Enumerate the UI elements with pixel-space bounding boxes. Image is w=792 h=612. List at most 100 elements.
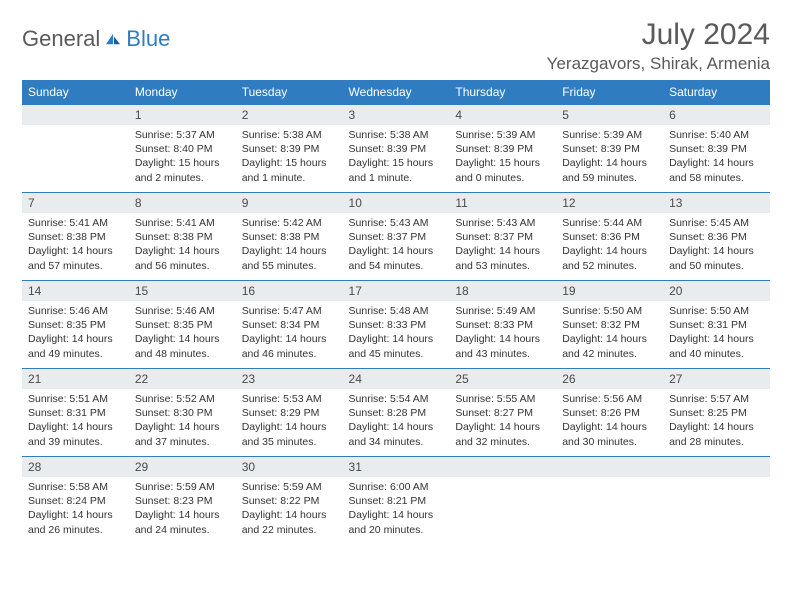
detail-line: Daylight: 14 hours [28,244,123,258]
detail-line: Daylight: 14 hours [562,332,657,346]
detail-line: Daylight: 14 hours [455,420,550,434]
detail-line: Sunset: 8:35 PM [135,318,230,332]
logo-sail-icon [104,32,122,46]
calendar-cell: 14Sunrise: 5:46 AMSunset: 8:35 PMDayligh… [22,281,129,369]
detail-line: Daylight: 15 hours [349,156,444,170]
day-number: 6 [663,105,770,125]
detail-line: Sunset: 8:33 PM [349,318,444,332]
weekday-header: Wednesday [343,80,450,105]
day-number: 30 [236,457,343,477]
calendar-body: 1Sunrise: 5:37 AMSunset: 8:40 PMDaylight… [22,105,770,545]
day-number: 26 [556,369,663,389]
day-details: Sunrise: 6:00 AMSunset: 8:21 PMDaylight:… [343,477,450,543]
day-details: Sunrise: 5:38 AMSunset: 8:39 PMDaylight:… [343,125,450,191]
day-details: Sunrise: 5:45 AMSunset: 8:36 PMDaylight:… [663,213,770,279]
calendar-cell: 24Sunrise: 5:54 AMSunset: 8:28 PMDayligh… [343,369,450,457]
detail-line: Sunrise: 5:51 AM [28,392,123,406]
detail-line: and 40 minutes. [669,347,764,361]
calendar-cell: 10Sunrise: 5:43 AMSunset: 8:37 PMDayligh… [343,193,450,281]
detail-line: and 1 minute. [242,171,337,185]
day-number: 16 [236,281,343,301]
detail-line: Sunrise: 6:00 AM [349,480,444,494]
detail-line: and 1 minute. [349,171,444,185]
logo: General Blue [22,18,170,52]
calendar-cell: 7Sunrise: 5:41 AMSunset: 8:38 PMDaylight… [22,193,129,281]
detail-line: and 45 minutes. [349,347,444,361]
detail-line: Daylight: 14 hours [242,420,337,434]
calendar-cell: 13Sunrise: 5:45 AMSunset: 8:36 PMDayligh… [663,193,770,281]
logo-text-blue: Blue [126,26,170,52]
day-number: 27 [663,369,770,389]
calendar-row: 1Sunrise: 5:37 AMSunset: 8:40 PMDaylight… [22,105,770,193]
detail-line: Sunrise: 5:43 AM [455,216,550,230]
detail-line: Daylight: 15 hours [242,156,337,170]
detail-line: Sunset: 8:33 PM [455,318,550,332]
calendar-row: 14Sunrise: 5:46 AMSunset: 8:35 PMDayligh… [22,281,770,369]
detail-line: Sunrise: 5:55 AM [455,392,550,406]
detail-line: Sunrise: 5:47 AM [242,304,337,318]
detail-line: Sunrise: 5:56 AM [562,392,657,406]
detail-line: Sunrise: 5:54 AM [349,392,444,406]
detail-line: and 59 minutes. [562,171,657,185]
day-number: 1 [129,105,236,125]
day-number: 19 [556,281,663,301]
detail-line: Sunset: 8:39 PM [669,142,764,156]
day-number: 20 [663,281,770,301]
detail-line: and 39 minutes. [28,435,123,449]
detail-line: and 46 minutes. [242,347,337,361]
detail-line: Sunrise: 5:49 AM [455,304,550,318]
day-details: Sunrise: 5:51 AMSunset: 8:31 PMDaylight:… [22,389,129,455]
weekday-header: Monday [129,80,236,105]
detail-line: Daylight: 14 hours [562,156,657,170]
calendar-cell: 2Sunrise: 5:38 AMSunset: 8:39 PMDaylight… [236,105,343,193]
day-number: 13 [663,193,770,213]
calendar-cell: 18Sunrise: 5:49 AMSunset: 8:33 PMDayligh… [449,281,556,369]
calendar-cell: 23Sunrise: 5:53 AMSunset: 8:29 PMDayligh… [236,369,343,457]
detail-line: and 56 minutes. [135,259,230,273]
detail-line: Daylight: 14 hours [349,508,444,522]
detail-line: Sunrise: 5:50 AM [562,304,657,318]
detail-line: Sunset: 8:37 PM [349,230,444,244]
detail-line: Sunrise: 5:59 AM [135,480,230,494]
day-number: 23 [236,369,343,389]
calendar-cell: 25Sunrise: 5:55 AMSunset: 8:27 PMDayligh… [449,369,556,457]
day-number: 2 [236,105,343,125]
detail-line: Sunset: 8:38 PM [28,230,123,244]
detail-line: and 55 minutes. [242,259,337,273]
day-number: 18 [449,281,556,301]
detail-line: Sunrise: 5:42 AM [242,216,337,230]
detail-line: Daylight: 14 hours [349,420,444,434]
detail-line: Sunset: 8:34 PM [242,318,337,332]
detail-line: Daylight: 14 hours [669,420,764,434]
detail-line: Sunset: 8:22 PM [242,494,337,508]
detail-line: Daylight: 14 hours [562,420,657,434]
day-details: Sunrise: 5:53 AMSunset: 8:29 PMDaylight:… [236,389,343,455]
detail-line: Daylight: 14 hours [669,332,764,346]
detail-line: Sunset: 8:31 PM [669,318,764,332]
detail-line: Sunrise: 5:52 AM [135,392,230,406]
calendar-cell: 16Sunrise: 5:47 AMSunset: 8:34 PMDayligh… [236,281,343,369]
detail-line: Sunrise: 5:41 AM [135,216,230,230]
detail-line: Sunset: 8:23 PM [135,494,230,508]
detail-line: and 20 minutes. [349,523,444,537]
detail-line: Daylight: 14 hours [28,508,123,522]
detail-line: Sunset: 8:35 PM [28,318,123,332]
detail-line: Daylight: 14 hours [135,508,230,522]
detail-line: Sunset: 8:39 PM [562,142,657,156]
day-details: Sunrise: 5:59 AMSunset: 8:22 PMDaylight:… [236,477,343,543]
detail-line: and 35 minutes. [242,435,337,449]
calendar-cell: 22Sunrise: 5:52 AMSunset: 8:30 PMDayligh… [129,369,236,457]
calendar-cell: 20Sunrise: 5:50 AMSunset: 8:31 PMDayligh… [663,281,770,369]
day-number: 9 [236,193,343,213]
detail-line: and 34 minutes. [349,435,444,449]
detail-line: Sunset: 8:29 PM [242,406,337,420]
calendar-cell: 19Sunrise: 5:50 AMSunset: 8:32 PMDayligh… [556,281,663,369]
detail-line: Sunrise: 5:39 AM [562,128,657,142]
calendar-cell: 30Sunrise: 5:59 AMSunset: 8:22 PMDayligh… [236,457,343,545]
day-number: 29 [129,457,236,477]
detail-line: Sunset: 8:26 PM [562,406,657,420]
detail-line: Sunrise: 5:38 AM [349,128,444,142]
header: General Blue July 2024 Yerazgavors, Shir… [22,18,770,74]
detail-line: and 2 minutes. [135,171,230,185]
day-number: 7 [22,193,129,213]
